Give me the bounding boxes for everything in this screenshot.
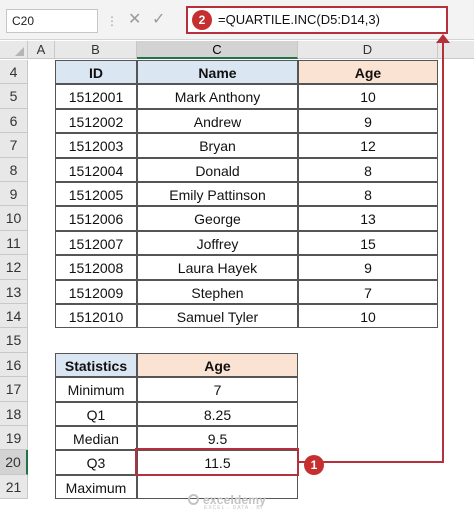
stat-label[interactable]: Median xyxy=(55,426,137,451)
row-header[interactable]: 15 xyxy=(0,328,28,353)
header-statistics[interactable]: Statistics xyxy=(55,352,137,378)
formula-bar: C20 ⋮ ✕ ✓ =QUARTILE.INC(D5:D14,3) 2 xyxy=(0,0,474,40)
row-header[interactable]: 5 xyxy=(0,84,28,109)
row-header[interactable]: 16 xyxy=(0,352,28,378)
cell-name[interactable]: Donald xyxy=(137,157,298,182)
row-header[interactable]: 11 xyxy=(0,230,28,256)
cell-age[interactable]: 8 xyxy=(298,157,438,182)
header-id[interactable]: ID xyxy=(55,60,137,85)
cell-name[interactable]: Joffrey xyxy=(137,230,298,256)
cell-age[interactable]: 15 xyxy=(298,230,438,256)
watermark-brand: exceldemy xyxy=(203,493,267,507)
stat-value-q3-active[interactable]: 11.5 xyxy=(137,450,298,475)
cell-age[interactable]: 7 xyxy=(298,279,438,304)
stat-value[interactable]: 8.25 xyxy=(137,401,298,426)
cell-age[interactable]: 9 xyxy=(298,255,438,280)
row-header[interactable]: 10 xyxy=(0,206,28,231)
cell-name[interactable]: Andrew xyxy=(137,108,298,134)
row-header[interactable]: 12 xyxy=(0,255,28,280)
watermark: exceldemy EXCEL · DATA · BI xyxy=(188,493,266,511)
cell-name[interactable]: Stephen xyxy=(137,279,298,304)
header-name[interactable]: Name xyxy=(137,60,298,85)
stat-label[interactable]: Minimum xyxy=(55,377,137,402)
arrow-horizontal xyxy=(299,461,444,463)
cell-name[interactable]: Mark Anthony xyxy=(137,84,298,109)
cell-name[interactable]: Emily Pattinson xyxy=(137,182,298,207)
cell-age[interactable]: 10 xyxy=(298,84,438,109)
row-header-active[interactable]: 20 xyxy=(0,450,28,475)
row-header[interactable]: 7 xyxy=(0,133,28,158)
column-headers: A B C D xyxy=(0,41,474,59)
stat-label[interactable]: Q1 xyxy=(55,401,137,426)
cell-name[interactable]: Laura Hayek xyxy=(137,255,298,280)
cancel-icon[interactable]: ✕ xyxy=(128,11,142,28)
cell-id[interactable]: 1512006 xyxy=(55,206,137,231)
watermark-tagline: EXCEL · DATA · BI xyxy=(204,505,264,511)
badge-two: 2 xyxy=(192,10,212,30)
cell-name[interactable]: Bryan xyxy=(137,133,298,158)
cell-age[interactable]: 9 xyxy=(298,108,438,134)
row-header[interactable]: 21 xyxy=(0,474,28,500)
cell-name[interactable]: George xyxy=(137,206,298,231)
cell-age[interactable]: 10 xyxy=(298,304,438,329)
column-header-d[interactable]: D xyxy=(298,41,438,59)
column-header-b[interactable]: B xyxy=(55,41,137,59)
header-age[interactable]: Age xyxy=(298,60,438,85)
stat-value[interactable]: 9.5 xyxy=(137,426,298,451)
stat-value[interactable]: 7 xyxy=(137,377,298,402)
cell-id[interactable]: 1512010 xyxy=(55,304,137,329)
row-header[interactable]: 4 xyxy=(0,60,28,85)
row-header[interactable]: 18 xyxy=(0,401,28,426)
cell-age[interactable]: 8 xyxy=(298,182,438,207)
cell-id[interactable]: 1512001 xyxy=(55,84,137,109)
cell-id[interactable]: 1512007 xyxy=(55,230,137,256)
row-header[interactable]: 9 xyxy=(0,182,28,207)
cell-id[interactable]: 1512002 xyxy=(55,108,137,134)
exceldemy-logo-icon xyxy=(188,494,199,505)
cell-age[interactable]: 13 xyxy=(298,206,438,231)
formula-input[interactable]: =QUARTILE.INC(D5:D14,3) xyxy=(186,6,448,34)
more-options-icon[interactable]: ⋮ xyxy=(106,14,118,28)
cell-name[interactable]: Samuel Tyler xyxy=(137,304,298,329)
enter-icon[interactable]: ✓ xyxy=(152,11,166,28)
arrow-head-icon xyxy=(436,34,450,43)
name-box[interactable]: C20 xyxy=(6,9,98,33)
column-header-a[interactable]: A xyxy=(28,41,55,59)
row-header[interactable]: 8 xyxy=(0,157,28,182)
cell-id[interactable]: 1512009 xyxy=(55,279,137,304)
stat-label[interactable]: Q3 xyxy=(55,450,137,475)
select-all-icon[interactable] xyxy=(0,41,28,59)
cell-age[interactable]: 12 xyxy=(298,133,438,158)
row-header[interactable]: 13 xyxy=(0,279,28,304)
row-header[interactable]: 19 xyxy=(0,426,28,451)
column-header-c[interactable]: C xyxy=(137,41,298,59)
cell-id[interactable]: 1512008 xyxy=(55,255,137,280)
cell-id[interactable]: 1512003 xyxy=(55,133,137,158)
cell-id[interactable]: 1512005 xyxy=(55,182,137,207)
cell-id[interactable]: 1512004 xyxy=(55,157,137,182)
row-header[interactable]: 6 xyxy=(0,108,28,134)
badge-one: 1 xyxy=(304,455,324,475)
arrow-vertical xyxy=(442,40,444,463)
row-header[interactable]: 17 xyxy=(0,377,28,402)
header-stats-age[interactable]: Age xyxy=(137,352,298,378)
row-header[interactable]: 14 xyxy=(0,304,28,329)
stat-label[interactable]: Maximum xyxy=(55,474,137,500)
